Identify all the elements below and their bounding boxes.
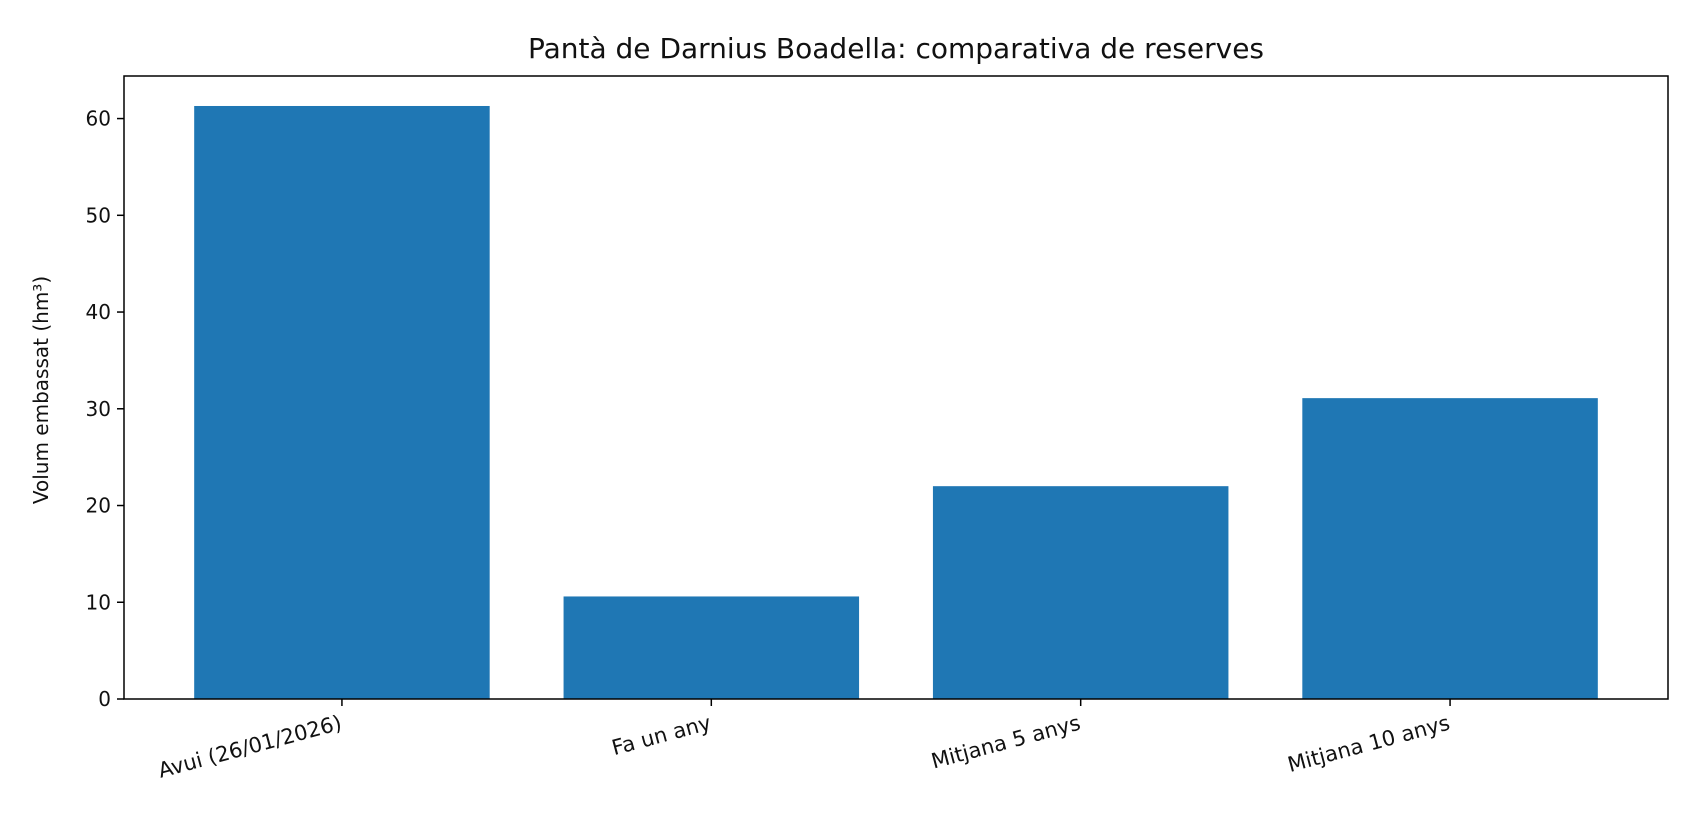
y-axis-label: Volum embassat (hm³) [29,276,53,504]
y-tick-label-4: 40 [86,300,111,324]
y-tick-label-2: 20 [86,494,111,518]
y-tick-label-1: 10 [86,590,111,614]
y-tick-label-3: 30 [86,397,111,421]
x-category-label-1: Fa un any [609,711,713,760]
x-category-label-3: Mitjana 10 anys [1285,711,1452,777]
plot-area: 0 10 20 30 40 50 60 Avui (26/01/2026) Fa un any M… [86,75,1669,783]
chart-title: Pantà de Darnius Boadella: comparativa d… [528,32,1264,65]
bar-1 [563,596,860,699]
y-tick-label-0: 0 [98,687,111,711]
y-tick-label-5: 50 [86,203,111,227]
x-category-label-2: Mitjana 5 anys [929,711,1083,774]
bar-2 [932,486,1229,699]
bar-0 [194,105,490,699]
axes-frame [123,75,1669,700]
bar-3 [1302,398,1598,699]
y-tick-label-6: 60 [86,107,111,131]
x-category-label-0: Avui (26/01/2026) [156,711,345,783]
